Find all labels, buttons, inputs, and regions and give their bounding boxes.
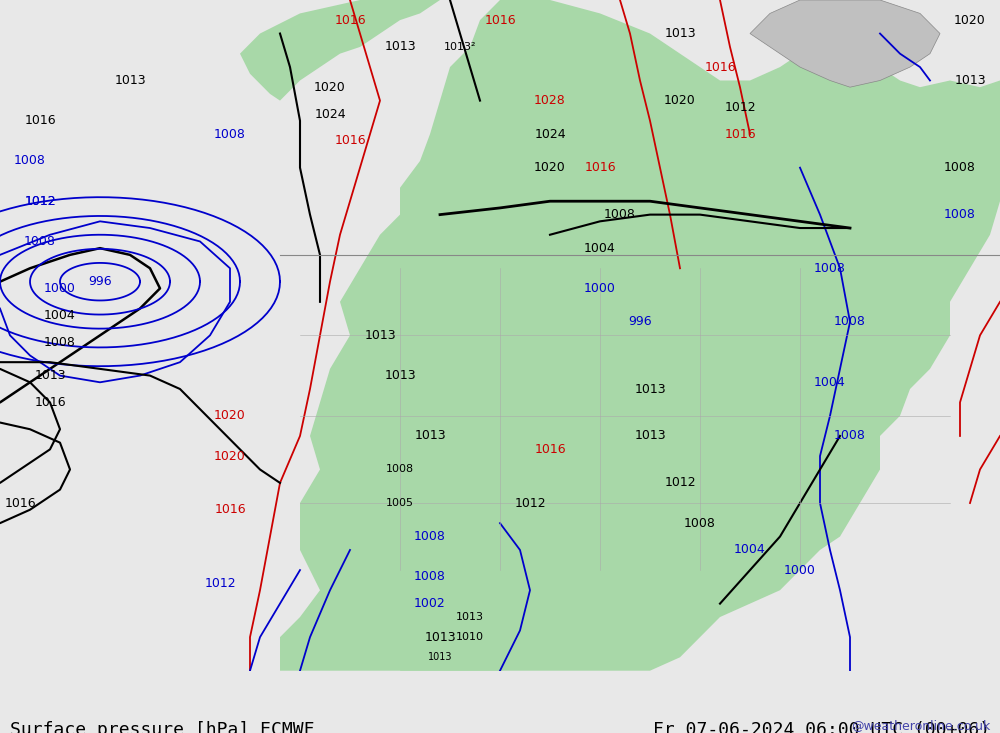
Text: 996: 996	[88, 275, 112, 288]
Text: 1013: 1013	[384, 369, 416, 382]
Text: 1013: 1013	[634, 430, 666, 443]
Text: Surface pressure [hPa] ECMWF: Surface pressure [hPa] ECMWF	[10, 721, 314, 733]
Text: 1002: 1002	[414, 597, 446, 610]
Polygon shape	[400, 537, 570, 671]
Text: 1016: 1016	[4, 496, 36, 509]
Text: 1008: 1008	[944, 208, 976, 221]
Text: 1008: 1008	[386, 465, 414, 474]
Text: 1028: 1028	[534, 94, 566, 107]
Text: 1020: 1020	[534, 161, 566, 174]
Text: 1024: 1024	[314, 108, 346, 120]
Text: 1016: 1016	[534, 443, 566, 456]
Text: 1004: 1004	[734, 543, 766, 556]
Text: 1004: 1004	[584, 242, 616, 254]
Text: 1008: 1008	[44, 336, 76, 349]
Text: 1008: 1008	[14, 155, 46, 167]
Text: 1013: 1013	[954, 74, 986, 87]
Text: 1000: 1000	[44, 282, 76, 295]
Text: 1013: 1013	[428, 652, 452, 663]
Text: 996: 996	[628, 315, 652, 328]
Text: 1008: 1008	[814, 262, 846, 275]
Text: 1016: 1016	[584, 161, 616, 174]
Text: 1012: 1012	[204, 577, 236, 590]
Polygon shape	[750, 0, 940, 87]
Polygon shape	[280, 0, 1000, 671]
Text: 1016: 1016	[724, 128, 756, 141]
Text: 1000: 1000	[584, 282, 616, 295]
Text: 1020: 1020	[314, 81, 346, 94]
Text: 1016: 1016	[334, 14, 366, 26]
Text: 1013: 1013	[414, 430, 446, 443]
Text: 1024: 1024	[534, 128, 566, 141]
Text: 1013: 1013	[34, 369, 66, 382]
Text: 1008: 1008	[834, 315, 866, 328]
Text: 1013: 1013	[384, 40, 416, 54]
Text: 1008: 1008	[214, 128, 246, 141]
Text: 1008: 1008	[414, 570, 446, 583]
Text: @weatheronline.co.uk: @weatheronline.co.uk	[851, 719, 990, 732]
Text: 1012: 1012	[24, 195, 56, 207]
Text: 1016: 1016	[484, 14, 516, 26]
Text: 1020: 1020	[954, 14, 986, 26]
Text: 1020: 1020	[214, 449, 246, 463]
Text: 1010: 1010	[456, 632, 484, 642]
Text: 1013: 1013	[634, 383, 666, 396]
Text: 1008: 1008	[414, 530, 446, 543]
Text: 1008: 1008	[834, 430, 866, 443]
Text: 1020: 1020	[664, 94, 696, 107]
Text: 1012: 1012	[24, 195, 56, 207]
Polygon shape	[240, 0, 440, 100]
Text: 1012: 1012	[514, 496, 546, 509]
Text: 1013: 1013	[456, 612, 484, 622]
Text: 1013: 1013	[664, 27, 696, 40]
Text: 1008: 1008	[684, 517, 716, 530]
Text: 1013²: 1013²	[444, 42, 476, 52]
Text: 1005: 1005	[386, 498, 414, 508]
Text: 1016: 1016	[24, 114, 56, 128]
Text: 1008: 1008	[24, 235, 56, 248]
Text: 1008: 1008	[604, 208, 636, 221]
Text: 1013: 1013	[114, 74, 146, 87]
Text: 1004: 1004	[44, 309, 76, 322]
Text: 1008: 1008	[944, 161, 976, 174]
Text: 1013: 1013	[364, 329, 396, 342]
Text: 1012: 1012	[664, 476, 696, 490]
Text: 1020: 1020	[214, 409, 246, 422]
Text: 1016: 1016	[34, 396, 66, 409]
Text: 1013: 1013	[424, 630, 456, 644]
Text: 1016: 1016	[334, 134, 366, 147]
Text: 1016: 1016	[704, 61, 736, 73]
Text: Fr 07-06-2024 06:00 UTC (00+06): Fr 07-06-2024 06:00 UTC (00+06)	[653, 721, 990, 733]
Text: 1016: 1016	[214, 504, 246, 516]
Text: 1004: 1004	[814, 376, 846, 388]
Text: 1000: 1000	[784, 564, 816, 577]
Text: 1012: 1012	[724, 101, 756, 114]
